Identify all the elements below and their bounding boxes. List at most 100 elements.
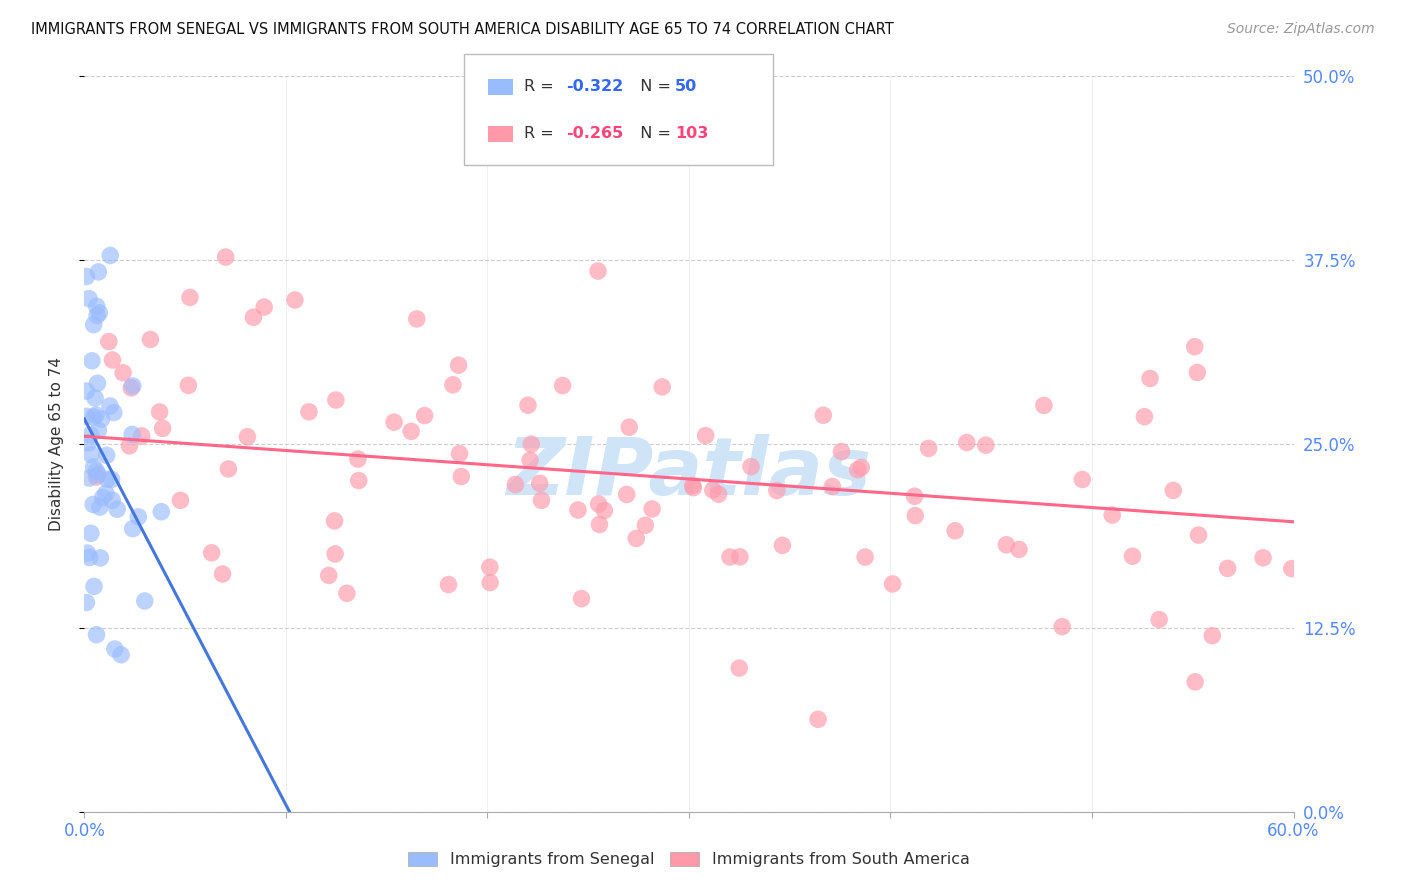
Text: -0.322: -0.322 [567,79,624,95]
Point [77,471,100,485]
Point [83,459,105,474]
Point [87,424,110,438]
Point [619,420,641,434]
Point [441,377,464,392]
Text: 50: 50 [675,79,697,95]
Point [1251,550,1274,565]
Text: IMMIGRANTS FROM SENEGAL VS IMMIGRANTS FROM SOUTH AMERICA DISABILITY AGE 65 TO 74: IMMIGRANTS FROM SENEGAL VS IMMIGRANTS FR… [31,22,894,37]
Point [284,293,307,307]
Point [851,460,873,475]
Point [551,378,574,392]
Point [87,467,110,482]
Point [1161,483,1184,498]
Point [571,591,593,606]
Point [1187,528,1209,542]
Point [529,476,551,491]
Point [79,428,101,442]
Point [127,509,149,524]
Point [76,546,98,560]
Point [399,425,422,439]
Point [882,577,904,591]
Point [79,550,101,565]
Point [479,575,502,590]
Point [121,379,143,393]
Point [98,399,121,413]
Point [830,444,852,458]
Point [121,522,143,536]
Point [530,493,553,508]
Point [821,479,844,493]
Point [904,508,927,523]
Point [242,310,264,325]
Point [75,409,97,424]
Point [1184,340,1206,354]
Point [80,354,103,368]
Point [995,538,1018,552]
Point [86,628,108,642]
Point [707,487,730,501]
Point [449,447,471,461]
Point [80,526,103,541]
Point [118,439,141,453]
Point [641,502,664,516]
Point [101,493,124,508]
Point [1187,366,1209,380]
Point [1032,398,1054,412]
Point [112,366,135,380]
Point [86,309,108,323]
Point [505,477,527,491]
Point [101,353,124,368]
Point [853,549,876,564]
Point [211,566,233,581]
Point [682,481,704,495]
Point [1101,508,1123,522]
Point [718,550,741,565]
Point [325,392,347,407]
Point [104,642,127,657]
Point [253,300,276,314]
Point [80,448,103,462]
Point [770,538,793,552]
Point [516,398,538,412]
Point [94,486,117,500]
Point [169,493,191,508]
Point [318,568,340,582]
Point [75,595,97,609]
Point [807,712,830,726]
Point [152,421,174,435]
Point [447,358,470,372]
Point [86,464,108,478]
Point [89,500,111,514]
Point [813,409,835,423]
Point [347,474,370,488]
Point [616,487,638,501]
Point [588,517,610,532]
Point [450,469,472,483]
Point [86,376,108,391]
Point [89,306,111,320]
Point [728,661,751,675]
Text: Source: ZipAtlas.com: Source: ZipAtlas.com [1227,22,1375,37]
Text: R =: R = [524,127,560,142]
Point [110,648,132,662]
Legend: Immigrants from Senegal, Immigrants from South America: Immigrants from Senegal, Immigrants from… [402,846,976,873]
Point [904,489,927,503]
Point [1147,613,1170,627]
Text: ZIPatlas: ZIPatlas [506,434,872,512]
Point [323,547,346,561]
Point [77,435,100,450]
Point [177,378,200,392]
Point [626,532,648,546]
Point [943,524,966,538]
Point [651,380,673,394]
Point [97,334,120,349]
Point [83,409,105,424]
Point [121,427,143,442]
Point [437,577,460,591]
Point [1281,561,1303,575]
Point [83,579,105,593]
Point [150,505,173,519]
Point [201,546,224,560]
Point [586,264,609,278]
Point [1139,371,1161,385]
